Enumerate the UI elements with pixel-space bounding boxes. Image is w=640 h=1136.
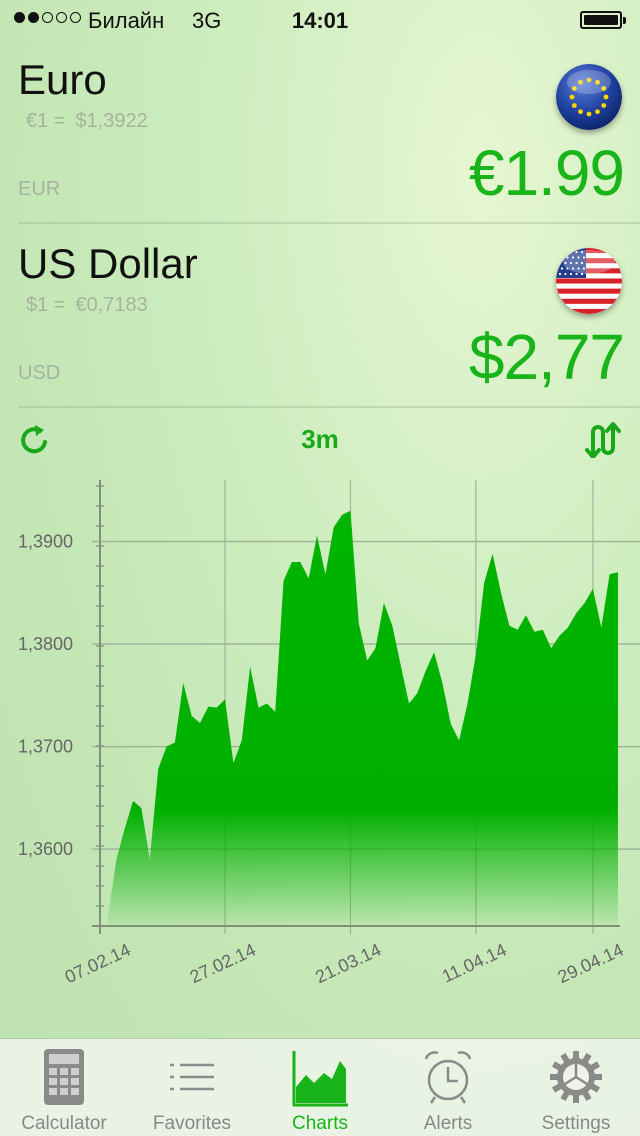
eu-flag-icon[interactable]	[556, 64, 622, 130]
target-amount[interactable]: $2,77	[468, 321, 625, 393]
chart-canvas: 1,3900 1,3800 1,3700 1,3600 07.02.14 27.02.14…	[18, 480, 640, 987]
target-currency-name: US Dollar	[18, 240, 198, 287]
tab-charts[interactable]: Charts	[256, 1039, 384, 1136]
source-rate-rhs: $1,3922	[75, 110, 148, 132]
x-tick-label: 29.04.14	[555, 939, 627, 987]
y-tick-label: 1,3600	[18, 839, 73, 859]
tab-label-alerts: Alerts	[423, 1113, 473, 1134]
source-currency-name: Euro	[18, 56, 107, 103]
target-currency-rate: $1 = €0,7183	[26, 294, 148, 317]
swap-icon[interactable]	[584, 422, 624, 459]
currency-divider	[18, 222, 640, 224]
chart-icon	[292, 1051, 348, 1107]
source-rate-lhs: €1 =	[26, 110, 66, 132]
tab-label-calculator: Calculator	[21, 1113, 107, 1134]
signal-strength-icon	[14, 12, 81, 23]
chart-toolbar: 3m	[0, 410, 640, 470]
source-currency-rate: €1 = $1,3922	[26, 110, 148, 133]
carrier-name: Билайн	[88, 8, 165, 33]
status-bar: Билайн 3G 14:01	[0, 0, 640, 40]
target-currency-panel[interactable]: US Dollar $1 = €0,7183 USD $2,77	[0, 240, 640, 424]
chart-period-selector[interactable]: 3m	[301, 424, 339, 454]
network-type: 3G	[192, 8, 222, 33]
battery-icon	[580, 11, 626, 29]
gear-icon	[550, 1051, 602, 1103]
tab-alerts[interactable]: Alerts	[384, 1039, 512, 1136]
chart-divider	[18, 406, 640, 408]
tab-label-settings: Settings	[541, 1113, 611, 1134]
source-currency-code: EUR	[18, 178, 61, 200]
tab-calculator[interactable]: Calculator	[0, 1039, 128, 1136]
x-tick-label: 21.03.14	[312, 939, 384, 987]
y-tick-label: 1,3700	[18, 737, 73, 757]
list-icon	[170, 1063, 214, 1091]
tab-favorites[interactable]: Favorites	[128, 1039, 256, 1136]
target-currency-code: USD	[18, 362, 61, 384]
target-rate-rhs: €0,7183	[75, 294, 148, 316]
status-time: 14:01	[291, 8, 349, 33]
y-tick-label: 1,3800	[18, 634, 73, 654]
calculator-icon	[44, 1049, 84, 1105]
x-tick-label: 27.02.14	[187, 939, 259, 987]
refresh-icon[interactable]	[16, 422, 52, 458]
us-flag-icon[interactable]	[556, 248, 622, 314]
tab-label-favorites: Favorites	[152, 1113, 232, 1134]
tab-bar: Calculator Favorites Charts Alerts	[0, 1038, 640, 1136]
exchange-rate-chart[interactable]: 1,3900 1,3800 1,3700 1,3600 07.02.14 27.02.14…	[0, 470, 640, 1030]
source-currency-panel[interactable]: Euro €1 = $1,3922 EUR €1.99	[0, 56, 640, 240]
rate-area-series	[108, 510, 618, 926]
x-tick-label: 11.04.14	[439, 939, 510, 986]
alarm-clock-icon	[424, 1051, 472, 1104]
source-amount[interactable]: €1.99	[468, 137, 625, 209]
tab-settings[interactable]: Settings	[512, 1039, 640, 1136]
y-tick-label: 1,3900	[18, 532, 73, 552]
x-tick-label: 07.02.14	[62, 939, 134, 987]
tab-label-charts: Charts	[292, 1113, 348, 1134]
target-rate-lhs: $1 =	[26, 294, 66, 316]
